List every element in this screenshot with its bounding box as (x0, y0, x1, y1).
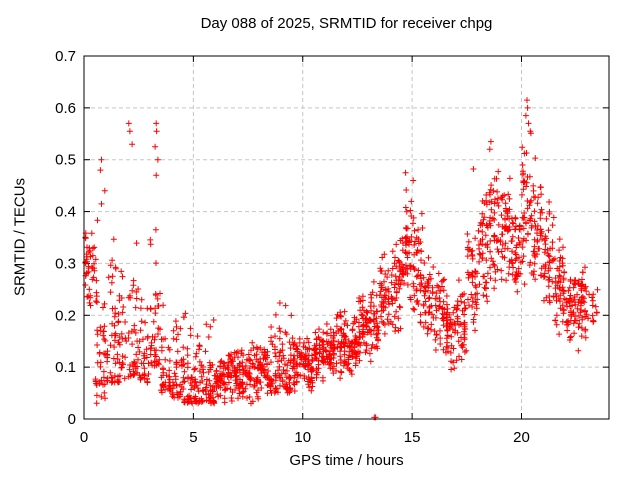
x-tick-label: 0 (80, 429, 88, 446)
y-tick-label: 0.2 (55, 307, 76, 324)
y-tick-label: 0.4 (55, 204, 76, 221)
x-axis-label: GPS time / hours (289, 452, 404, 469)
chart-title: Day 088 of 2025, SRMTID for receiver chp… (200, 15, 493, 32)
y-tick-label: 0.5 (55, 152, 76, 169)
x-tick-label: 15 (404, 429, 421, 446)
x-tick-label: 5 (189, 429, 197, 446)
plot-frame (83, 55, 610, 420)
x-tick-label: 10 (294, 429, 311, 446)
scatter-points (82, 97, 601, 421)
y-tick-label: 0.3 (55, 255, 76, 272)
y-tick-label: 0.1 (55, 359, 76, 376)
tick-labels: 0 5 10 15 20 0 0.1 0.2 0.3 0.4 0.5 0.6 0.7 (55, 48, 530, 446)
y-tick-label: 0.6 (55, 100, 76, 117)
y-tick-label: 0.7 (55, 48, 76, 65)
x-tick-label: 20 (513, 429, 530, 446)
y-tick-label: 0 (68, 411, 76, 428)
gridlines (84, 56, 609, 419)
